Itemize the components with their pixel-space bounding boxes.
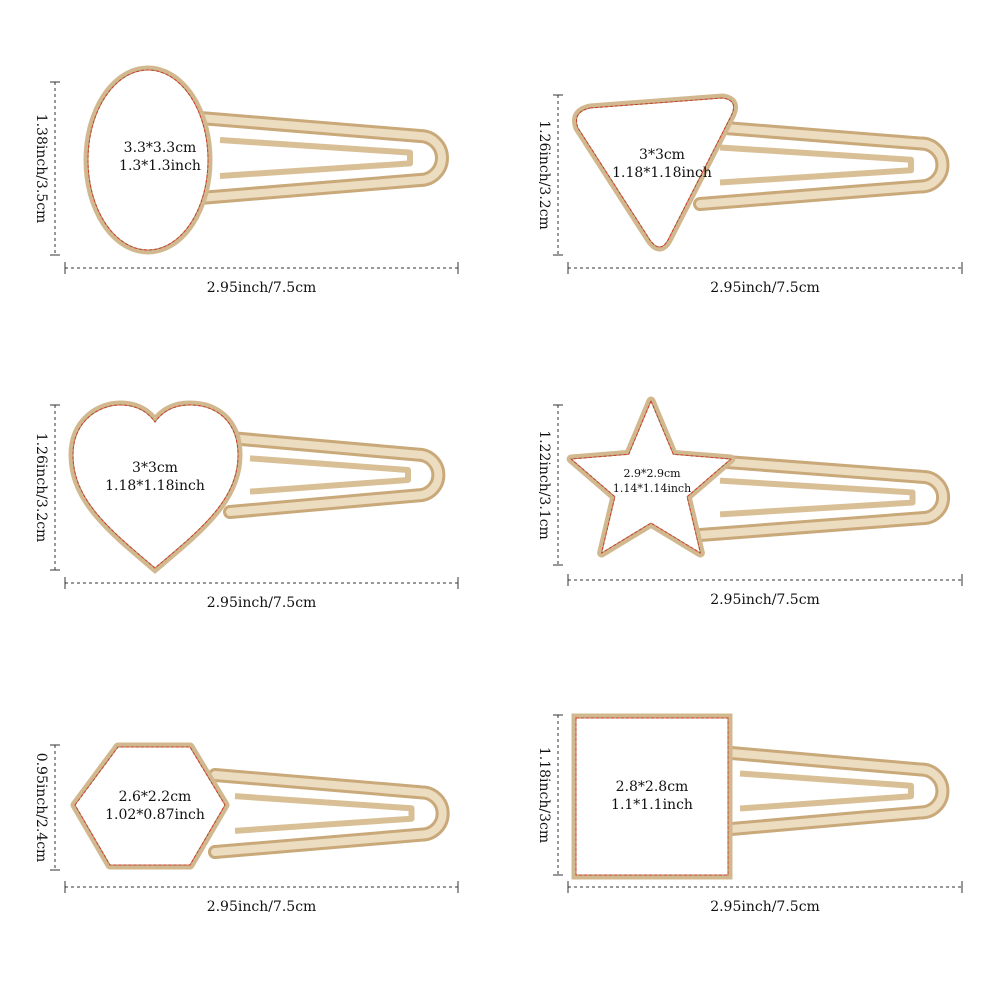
width-label: 2.95inch/7.5cm (207, 280, 317, 296)
height-label: 1.26inch/3.2cm (33, 433, 49, 543)
size-inch: 1.18*1.18inch (105, 478, 205, 494)
width-label: 2.95inch/7.5cm (710, 280, 820, 296)
bezel-edge (575, 717, 729, 876)
clip-inner (249, 455, 411, 495)
size-inch: 1.14*1.14inch (613, 482, 691, 495)
size-cm: 3.3*3.3cm (124, 140, 197, 156)
tray-outline (87, 69, 209, 251)
clip-band-highlight (716, 748, 947, 834)
height-label: 0.95inch/2.4cm (33, 753, 49, 863)
clip-inner (719, 477, 916, 518)
height-label: 1.26inch/3.2cm (536, 120, 552, 230)
height-label: 1.18inch/3cm (536, 747, 552, 843)
size-inch: 1.18*1.18inch (612, 165, 712, 181)
tray-outline (576, 97, 735, 248)
size-inch: 1.02*0.87inch (105, 807, 205, 823)
size-cm: 2.6*2.2cm (119, 789, 192, 805)
clip-inner (234, 793, 415, 834)
width-label: 2.95inch/7.5cm (710, 592, 820, 608)
width-label: 2.95inch/7.5cm (207, 595, 317, 611)
size-cm: 3*3cm (639, 147, 685, 163)
hair-clip-item: 3*3cm 1.18*1.18inch 1.26inch/3.2cm 2.95inch… (33, 400, 459, 611)
hair-clip-item: 2.6*2.2cm 1.02*0.87inch 0.95inch/2.4cm 2.95… (33, 742, 459, 915)
clip-band-highlight (196, 114, 446, 202)
height-label: 1.38inch/3.5cm (33, 114, 49, 224)
width-label: 2.95inch/7.5cm (207, 899, 317, 915)
hair-clip-item: 3.3*3.3cm 1.3*1.3inch 1.38inch/3.5cm 2.95in… (33, 65, 459, 296)
clip-band-highlight (226, 434, 443, 516)
tray-outline (72, 404, 239, 569)
hair-clip-item: 2.8*2.8cm 1.1*1.1inch 1.18inch/3cm 2.95inch… (536, 713, 963, 915)
clip-band-highlight (211, 771, 447, 856)
height-label: 1.22inch/3.1cm (536, 430, 552, 540)
tray-outline (575, 717, 729, 876)
clip-inner (739, 770, 914, 812)
hair-clip-item: 3*3cm 1.18*1.18inch 1.26inch/3.2cm 2.95inch… (536, 93, 963, 296)
size-inch: 1.3*1.3inch (119, 158, 201, 174)
clip-inner (719, 144, 914, 186)
clip-band-highlight (696, 122, 947, 208)
tray-outline (74, 746, 226, 866)
clip-inner (219, 137, 413, 179)
tray-outline (570, 400, 732, 554)
size-cm: 2.9*2.9cm (623, 467, 681, 480)
clip-band-highlight (696, 456, 948, 539)
width-label: 2.95inch/7.5cm (710, 899, 820, 915)
size-inch: 1.1*1.1inch (611, 797, 693, 813)
size-cm: 2.8*2.8cm (616, 779, 689, 795)
size-cm: 3*3cm (132, 460, 178, 476)
hair-clip-item: 2.9*2.9cm 1.14*1.14inch 1.22inch/3.1cm 2.95… (536, 396, 963, 608)
